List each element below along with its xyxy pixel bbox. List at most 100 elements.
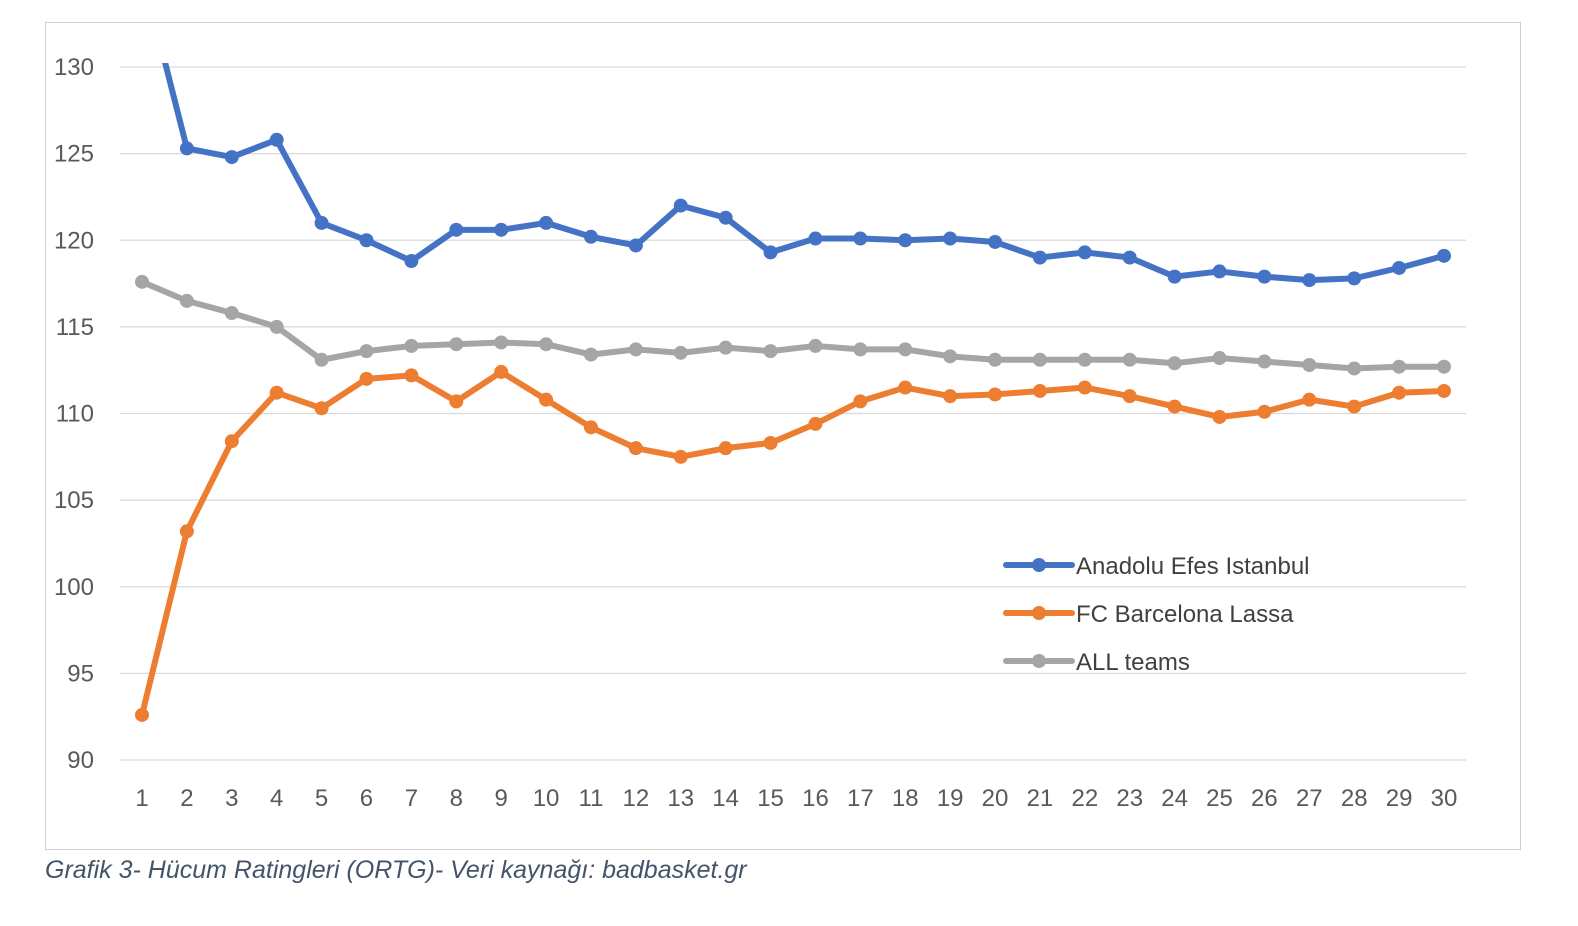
point-all-teams-22 bbox=[1077, 352, 1092, 367]
x-tick-label-17: 17 bbox=[847, 785, 874, 812]
x-tick-label-28: 28 bbox=[1341, 785, 1368, 812]
x-tick-label-8: 8 bbox=[450, 785, 463, 812]
point-fc-barcelona-lassa-16 bbox=[808, 416, 823, 431]
point-fc-barcelona-lassa-7 bbox=[404, 368, 419, 383]
x-tick-label-21: 21 bbox=[1027, 785, 1054, 812]
x-tick-label-10: 10 bbox=[533, 785, 560, 812]
point-fc-barcelona-lassa-10 bbox=[539, 392, 554, 407]
point-all-teams-4 bbox=[269, 319, 284, 334]
point-all-teams-6 bbox=[359, 344, 374, 359]
y-tick-label-125: 125 bbox=[54, 141, 94, 168]
point-anadolu-efes-istanbul-4 bbox=[269, 132, 284, 147]
x-tick-label-4: 4 bbox=[270, 785, 283, 812]
point-fc-barcelona-lassa-24 bbox=[1167, 399, 1182, 414]
point-all-teams-28 bbox=[1347, 361, 1362, 376]
x-tick-label-3: 3 bbox=[225, 785, 238, 812]
point-fc-barcelona-lassa-15 bbox=[763, 435, 778, 450]
point-fc-barcelona-lassa-22 bbox=[1077, 380, 1092, 395]
x-tick-label-13: 13 bbox=[667, 785, 694, 812]
point-anadolu-efes-istanbul-18 bbox=[898, 233, 913, 248]
point-anadolu-efes-istanbul-12 bbox=[628, 238, 643, 253]
y-tick-label-110: 110 bbox=[56, 401, 94, 428]
legend-marker-all-teams bbox=[1032, 654, 1046, 668]
point-fc-barcelona-lassa-1 bbox=[135, 707, 149, 722]
point-anadolu-efes-istanbul-28 bbox=[1347, 271, 1362, 286]
point-all-teams-18 bbox=[898, 342, 913, 357]
point-all-teams-3 bbox=[224, 306, 239, 321]
point-fc-barcelona-lassa-19 bbox=[943, 389, 958, 404]
point-all-teams-16 bbox=[808, 338, 823, 353]
x-tick-label-7: 7 bbox=[405, 785, 418, 812]
point-anadolu-efes-istanbul-24 bbox=[1167, 269, 1182, 284]
x-tick-label-19: 19 bbox=[937, 785, 964, 812]
point-fc-barcelona-lassa-20 bbox=[988, 387, 1003, 402]
point-anadolu-efes-istanbul-2 bbox=[179, 141, 194, 156]
point-all-teams-5 bbox=[314, 352, 329, 367]
x-tick-label-2: 2 bbox=[180, 785, 193, 812]
point-all-teams-17 bbox=[853, 342, 868, 357]
plot-area bbox=[135, 63, 1451, 722]
legend-marker-anadolu-efes-istanbul bbox=[1032, 558, 1046, 572]
x-tick-label-1: 1 bbox=[135, 785, 148, 812]
point-fc-barcelona-lassa-14 bbox=[718, 441, 733, 456]
point-anadolu-efes-istanbul-29 bbox=[1392, 260, 1407, 275]
point-fc-barcelona-lassa-21 bbox=[1032, 383, 1047, 398]
point-all-teams-13 bbox=[673, 345, 688, 360]
legend-label-fc-barcelona-lassa: FC Barcelona Lassa bbox=[1076, 601, 1294, 628]
x-tick-label-20: 20 bbox=[982, 785, 1009, 812]
x-tick-label-29: 29 bbox=[1386, 785, 1413, 812]
point-fc-barcelona-lassa-25 bbox=[1212, 409, 1227, 424]
x-tick-label-22: 22 bbox=[1071, 785, 1098, 812]
point-fc-barcelona-lassa-23 bbox=[1122, 389, 1137, 404]
point-all-teams-10 bbox=[539, 337, 554, 352]
point-anadolu-efes-istanbul-9 bbox=[494, 222, 509, 237]
point-anadolu-efes-istanbul-10 bbox=[539, 215, 554, 230]
point-anadolu-efes-istanbul-26 bbox=[1257, 269, 1272, 284]
legend-label-all-teams: ALL teams bbox=[1076, 649, 1190, 676]
point-anadolu-efes-istanbul-14 bbox=[718, 210, 733, 225]
x-tick-label-23: 23 bbox=[1116, 785, 1143, 812]
point-fc-barcelona-lassa-3 bbox=[224, 434, 239, 449]
point-anadolu-efes-istanbul-7 bbox=[404, 254, 419, 269]
x-tick-label-5: 5 bbox=[315, 785, 328, 812]
point-anadolu-efes-istanbul-22 bbox=[1077, 245, 1092, 260]
chart-frame: 90 95 100 105 110 115 120 125 130 1 2 3 4 5 6 7 8 9 10 11 12… bbox=[45, 22, 1521, 850]
point-all-teams-19 bbox=[943, 349, 958, 364]
legend-marker-fc-barcelona-lassa bbox=[1032, 606, 1046, 620]
point-all-teams-30 bbox=[1437, 359, 1451, 374]
point-anadolu-efes-istanbul-6 bbox=[359, 233, 374, 248]
series-line-all-teams bbox=[139, 278, 1447, 372]
y-tick-label-105: 105 bbox=[54, 487, 94, 514]
point-anadolu-efes-istanbul-30 bbox=[1437, 248, 1451, 263]
point-fc-barcelona-lassa-11 bbox=[583, 420, 598, 435]
x-tick-label-25: 25 bbox=[1206, 785, 1233, 812]
y-tick-label-130: 130 bbox=[54, 54, 94, 81]
y-tick-label-100: 100 bbox=[54, 574, 94, 601]
point-fc-barcelona-lassa-13 bbox=[673, 449, 688, 464]
point-anadolu-efes-istanbul-3 bbox=[224, 150, 239, 165]
y-tick-label-90: 90 bbox=[67, 747, 94, 774]
x-tick-label-14: 14 bbox=[712, 785, 739, 812]
point-all-teams-23 bbox=[1122, 352, 1137, 367]
y-tick-label-120: 120 bbox=[54, 227, 94, 254]
point-anadolu-efes-istanbul-11 bbox=[583, 229, 598, 244]
point-all-teams-11 bbox=[583, 347, 598, 362]
point-fc-barcelona-lassa-26 bbox=[1257, 404, 1272, 419]
figure-caption: Grafik 3- Hücum Ratingleri (ORTG)- Veri … bbox=[45, 856, 747, 884]
point-all-teams-1 bbox=[135, 274, 149, 289]
point-fc-barcelona-lassa-2 bbox=[179, 524, 194, 539]
point-fc-barcelona-lassa-6 bbox=[359, 371, 374, 386]
x-tick-label-27: 27 bbox=[1296, 785, 1323, 812]
point-all-teams-7 bbox=[404, 338, 419, 353]
point-anadolu-efes-istanbul-5 bbox=[314, 215, 329, 230]
point-anadolu-efes-istanbul-19 bbox=[943, 231, 958, 246]
point-all-teams-26 bbox=[1257, 354, 1272, 369]
x-tick-label-26: 26 bbox=[1251, 785, 1278, 812]
point-all-teams-24 bbox=[1167, 356, 1182, 371]
point-anadolu-efes-istanbul-16 bbox=[808, 231, 823, 246]
legend-label-anadolu-efes-istanbul: Anadolu Efes Istanbul bbox=[1076, 553, 1310, 580]
x-tick-label-30: 30 bbox=[1431, 785, 1458, 812]
point-anadolu-efes-istanbul-21 bbox=[1032, 250, 1047, 265]
x-tick-label-15: 15 bbox=[757, 785, 784, 812]
